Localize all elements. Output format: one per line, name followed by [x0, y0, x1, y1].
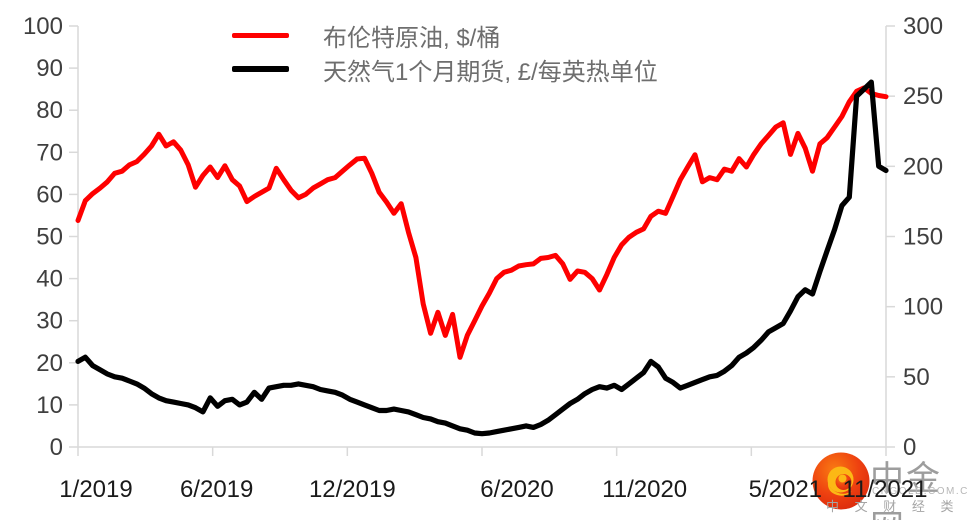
y-axis-label-right: 0 — [903, 434, 916, 461]
y-axis-label-left: 30 — [36, 308, 63, 335]
watermark-domain: CNGOLD.COM.CN — [872, 486, 968, 497]
y-axis-label-right: 200 — [903, 153, 943, 180]
brent-oil-line — [75, 85, 889, 360]
watermark-brand: 中金网 — [870, 460, 942, 520]
x-axis-label: 11/2021 — [843, 476, 928, 503]
y-axis-label-left: 90 — [36, 55, 63, 82]
chart-legend: 布伦特原油, $/桶 天然气1个月期货, £/每英热单位 — [232, 18, 658, 86]
gas-series-label: 天然气1个月期货, £/每英热单位 — [323, 58, 658, 86]
natural-gas-line — [75, 79, 889, 437]
y-axis-label-right: 250 — [903, 83, 943, 110]
brent-line-swatch — [232, 32, 289, 38]
x-axis-label: 6/2020 — [480, 476, 553, 503]
brent-series-label: 布伦特原油, $/桶 — [323, 24, 501, 52]
gas-line-swatch — [232, 66, 289, 72]
y-axis-label-left: 100 — [23, 13, 63, 40]
legend-item-brent: 布伦特原油, $/桶 — [232, 18, 658, 52]
y-axis-label-right: 50 — [903, 364, 930, 391]
x-axis-label: 1/2019 — [59, 476, 132, 503]
y-axis-label-left: 40 — [36, 266, 63, 293]
cngold-logo-icon — [812, 452, 870, 510]
legend-item-gas: 天然气1个月期货, £/每英热单位 — [232, 52, 658, 86]
y-axis-label-left: 0 — [50, 434, 63, 461]
x-axis-label: 12/2019 — [309, 476, 396, 503]
y-axis-label-left: 80 — [36, 97, 63, 124]
y-axis-label-left: 70 — [36, 139, 63, 166]
x-axis-label: 6/2019 — [180, 476, 253, 503]
y-axis-label-left: 20 — [36, 350, 63, 377]
x-axis-label: 11/2020 — [602, 476, 687, 503]
y-axis-label-left: 50 — [36, 224, 63, 251]
y-axis-label-right: 300 — [903, 13, 943, 40]
x-axis-label: 5/2021 — [749, 476, 822, 503]
y-axis-label-right: 100 — [903, 294, 943, 321]
y-axis-label-right: 150 — [903, 224, 943, 251]
y-axis-label-left: 10 — [36, 392, 63, 419]
y-axis-label-left: 60 — [36, 181, 63, 208]
watermark-tagline: 中 文 财 经 类 媒 体 — [826, 499, 968, 514]
